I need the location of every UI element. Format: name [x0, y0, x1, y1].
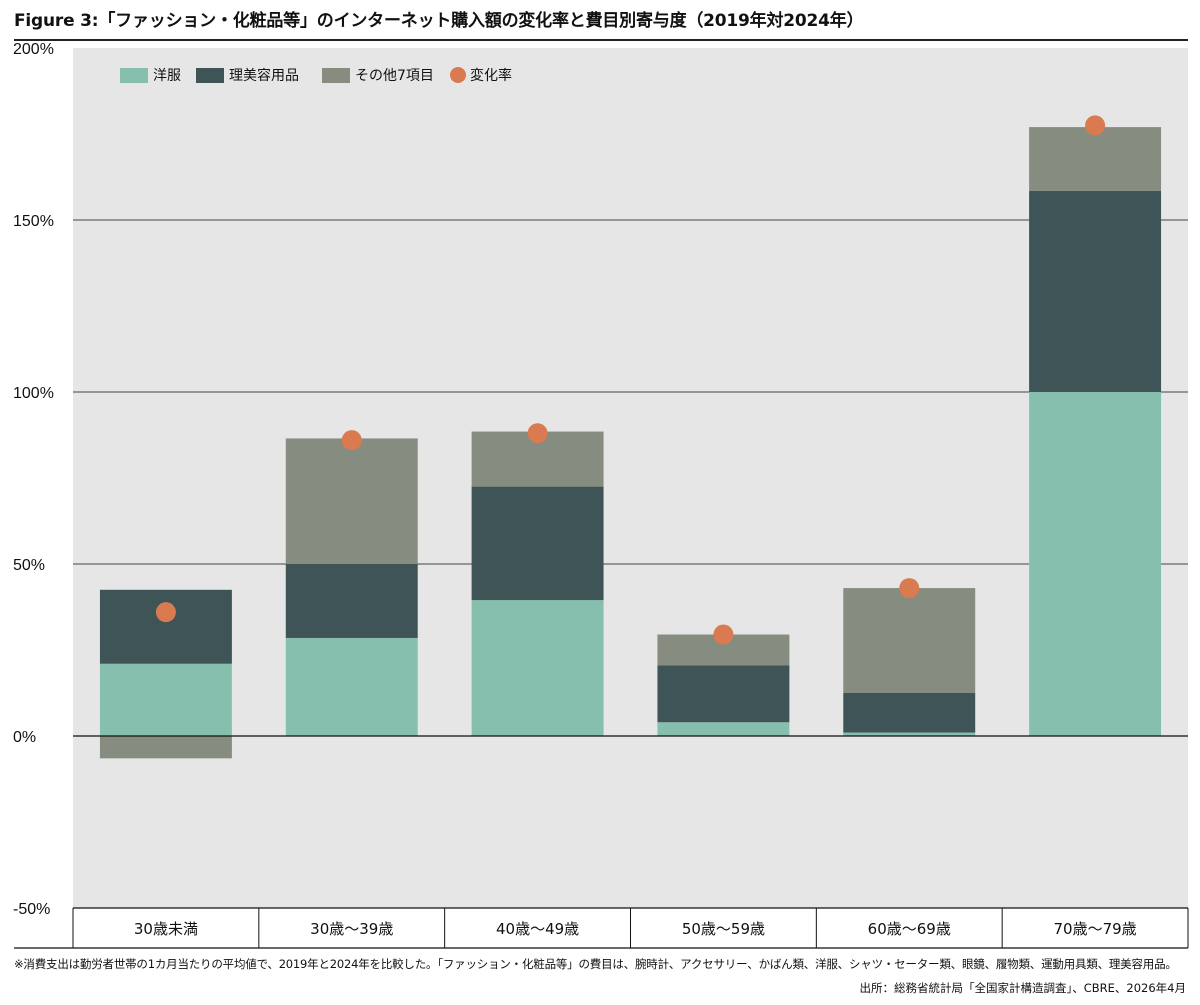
y-tick-label: 100% [13, 385, 54, 402]
y-tick-label: 150% [13, 213, 54, 230]
bar-segment-2-5 [843, 693, 976, 733]
change-rate-point-5 [899, 578, 920, 599]
bar-segment-1-2 [285, 637, 418, 736]
category-label: 50歳〜59歳 [682, 920, 765, 938]
chart-title: Figure 3:「ファッション・化粧品等」のインターネット購入額の変化率と費目… [14, 11, 864, 31]
change-rate-points [155, 115, 1106, 645]
change-rate-point-4 [713, 624, 734, 645]
y-tick-label: 0% [13, 729, 36, 746]
change-rate-point-1 [155, 602, 176, 623]
legend-label: 理美容用品 [229, 67, 299, 84]
bar-segment-2-6 [1029, 190, 1162, 392]
bar-segment-3-2 [285, 438, 418, 564]
y-tick-label: -50% [13, 901, 50, 918]
bar-segment-3-6 [1029, 127, 1162, 191]
category-label: 60歳〜69歳 [868, 920, 951, 938]
bar-segment-1-3 [471, 600, 604, 736]
plot-background [73, 48, 1188, 908]
legend-marker [450, 67, 466, 83]
legend: 洋服 理美容用品 その他7項目 変化率 [120, 67, 512, 84]
legend-swatch [120, 68, 148, 83]
legend-label: 変化率 [470, 67, 512, 84]
bar-segment-2-2 [285, 564, 418, 638]
change-rate-point-3 [527, 423, 548, 444]
stacked-bar-chart: 200% 150% 100% 50% 0% -50% 30歳未満 30歳〜39歳 40歳〜49… [13, 41, 1189, 949]
source-credit: 出所：総務省統計局「全国家計構造調査」、CBRE、2026年4月 [859, 981, 1186, 995]
title-divider [14, 39, 1188, 41]
x-axis: 30歳未満 30歳〜39歳 40歳〜49歳 50歳〜59歳 60歳〜69歳 70歳〜79歳 [14, 907, 1189, 949]
legend-label: その他7項目 [355, 68, 434, 84]
legend-swatch [196, 68, 224, 83]
category-label: 30歳〜39歳 [310, 920, 393, 938]
bar-segment-1-1 [99, 663, 232, 736]
legend-label: 洋服 [153, 68, 181, 84]
bar-segment-1-5 [843, 732, 976, 736]
bar-segment-2-4 [657, 665, 790, 723]
gridlines [73, 219, 1188, 565]
bar-group [99, 127, 1162, 759]
category-label: 40歳〜49歳 [496, 920, 579, 938]
category-label: 70歳〜79歳 [1053, 920, 1136, 938]
y-axis-ticks: 200% 150% 100% 50% 0% -50% [13, 41, 54, 918]
footnote: ※消費支出は勤労者世帯の1カ月当たりの平均値で、2019年と2024年を比較した… [14, 957, 1177, 971]
y-tick-label: 200% [13, 41, 54, 58]
y-tick-label: 50% [13, 557, 45, 574]
bar-segment-1-4 [657, 722, 790, 736]
bar-segment-3-1 [99, 736, 232, 759]
bar-segment-1-6 [1029, 392, 1162, 736]
change-rate-point-6 [1085, 115, 1106, 136]
category-label: 30歳未満 [134, 920, 198, 938]
change-rate-point-2 [341, 430, 362, 451]
bar-segment-2-1 [99, 589, 232, 664]
bar-segment-2-3 [471, 486, 604, 601]
bar-segment-3-5 [843, 588, 976, 693]
legend-swatch [322, 68, 350, 83]
